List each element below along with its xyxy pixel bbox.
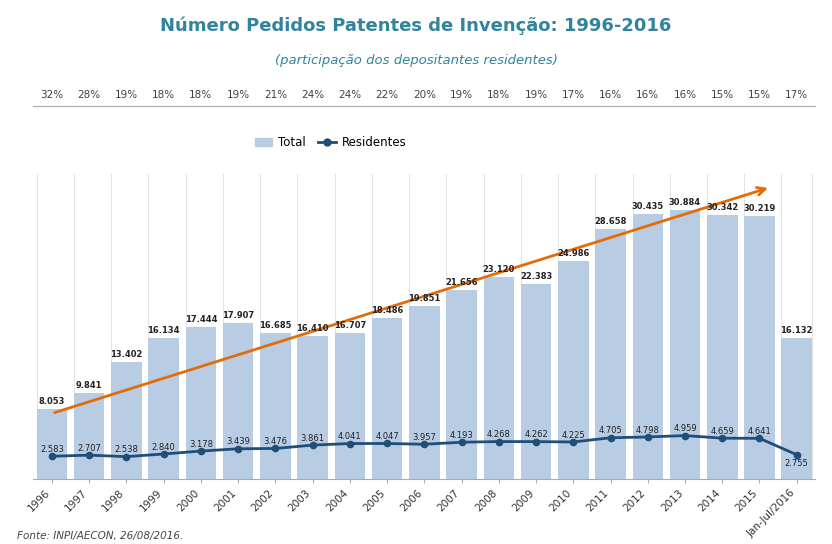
Text: 9.841: 9.841 <box>76 381 102 390</box>
Text: (participação dos depositantes residentes): (participação dos depositantes residente… <box>275 54 557 67</box>
Text: 2.583: 2.583 <box>40 445 64 454</box>
Text: Número Pedidos Patentes de Invenção: 1996-2016: Número Pedidos Patentes de Invenção: 199… <box>161 16 671 35</box>
Text: 13.402: 13.402 <box>110 350 142 359</box>
Text: 20%: 20% <box>413 90 436 100</box>
Bar <box>148 338 179 479</box>
Text: 2.707: 2.707 <box>77 444 101 453</box>
Text: 18%: 18% <box>152 90 176 100</box>
Text: 28%: 28% <box>77 90 101 100</box>
Text: 4.268: 4.268 <box>487 430 511 439</box>
Bar <box>558 261 588 479</box>
Text: 18%: 18% <box>488 90 510 100</box>
Bar <box>260 333 290 479</box>
Text: 28.658: 28.658 <box>594 217 626 226</box>
Text: 16%: 16% <box>636 90 659 100</box>
Text: 15%: 15% <box>711 90 734 100</box>
Text: 32%: 32% <box>40 90 63 100</box>
Text: 3.476: 3.476 <box>264 437 287 446</box>
Text: 18%: 18% <box>190 90 212 100</box>
Text: 16.685: 16.685 <box>259 322 291 330</box>
Bar <box>297 336 328 479</box>
Text: 22.383: 22.383 <box>520 272 552 281</box>
Text: 4.262: 4.262 <box>524 430 548 439</box>
Text: 4.959: 4.959 <box>673 424 697 433</box>
Text: 3.861: 3.861 <box>300 434 324 443</box>
Text: 17.444: 17.444 <box>185 315 217 324</box>
Text: 30.884: 30.884 <box>669 198 701 207</box>
Text: 17%: 17% <box>562 90 585 100</box>
Text: 18.486: 18.486 <box>371 306 404 315</box>
Bar <box>707 215 737 479</box>
Text: 30.219: 30.219 <box>743 203 775 213</box>
Bar <box>521 284 552 479</box>
Text: 2.840: 2.840 <box>151 443 176 452</box>
Text: 19.851: 19.851 <box>409 294 440 303</box>
Text: 21.656: 21.656 <box>445 278 478 287</box>
Text: 16%: 16% <box>599 90 622 100</box>
Text: 4.705: 4.705 <box>599 426 622 435</box>
Text: 24%: 24% <box>339 90 361 100</box>
Text: 3.178: 3.178 <box>189 440 213 449</box>
Text: 19%: 19% <box>115 90 138 100</box>
Text: 17%: 17% <box>785 90 809 100</box>
Text: 19%: 19% <box>524 90 547 100</box>
Bar <box>483 277 514 479</box>
Text: 4.225: 4.225 <box>562 430 585 440</box>
Text: Fonte: INPI/AECON, 26/08/2016.: Fonte: INPI/AECON, 26/08/2016. <box>17 531 183 541</box>
Text: 3.957: 3.957 <box>413 433 436 442</box>
Bar <box>745 215 775 479</box>
Bar <box>632 214 663 479</box>
Bar <box>223 323 254 479</box>
Bar <box>334 333 365 479</box>
Text: 17.907: 17.907 <box>222 311 254 320</box>
Bar <box>111 362 141 479</box>
Text: 24.986: 24.986 <box>557 249 590 258</box>
Bar <box>186 327 216 479</box>
Bar <box>37 409 67 479</box>
Text: 23.120: 23.120 <box>483 265 515 274</box>
Text: 16%: 16% <box>673 90 696 100</box>
Text: 30.342: 30.342 <box>706 202 738 212</box>
Text: 4.659: 4.659 <box>711 426 734 436</box>
Text: 4.041: 4.041 <box>338 432 362 441</box>
Text: 21%: 21% <box>264 90 287 100</box>
Text: 19%: 19% <box>450 90 473 100</box>
Text: 16.410: 16.410 <box>296 324 329 333</box>
Text: 22%: 22% <box>375 90 399 100</box>
Bar <box>446 290 477 479</box>
Bar <box>74 393 104 479</box>
Bar <box>595 229 626 479</box>
Text: 3.439: 3.439 <box>226 437 250 446</box>
Text: 16.132: 16.132 <box>780 326 813 335</box>
Text: 16.707: 16.707 <box>334 322 366 330</box>
Bar <box>670 210 701 479</box>
Text: 4.798: 4.798 <box>636 425 660 435</box>
Bar <box>372 318 403 479</box>
Text: 2.538: 2.538 <box>115 445 138 454</box>
Text: 4.641: 4.641 <box>748 427 771 436</box>
Text: 4.047: 4.047 <box>375 432 399 441</box>
Text: 15%: 15% <box>748 90 771 100</box>
Text: 16.134: 16.134 <box>147 326 180 335</box>
Bar <box>781 338 812 479</box>
Text: 19%: 19% <box>226 90 250 100</box>
Text: 24%: 24% <box>301 90 324 100</box>
Text: 2.755: 2.755 <box>785 459 809 468</box>
Bar <box>409 306 439 479</box>
Legend: Total, Residentes: Total, Residentes <box>250 131 411 154</box>
Text: 8.053: 8.053 <box>39 397 65 406</box>
Text: 4.193: 4.193 <box>449 431 473 440</box>
Text: 30.435: 30.435 <box>631 202 664 211</box>
